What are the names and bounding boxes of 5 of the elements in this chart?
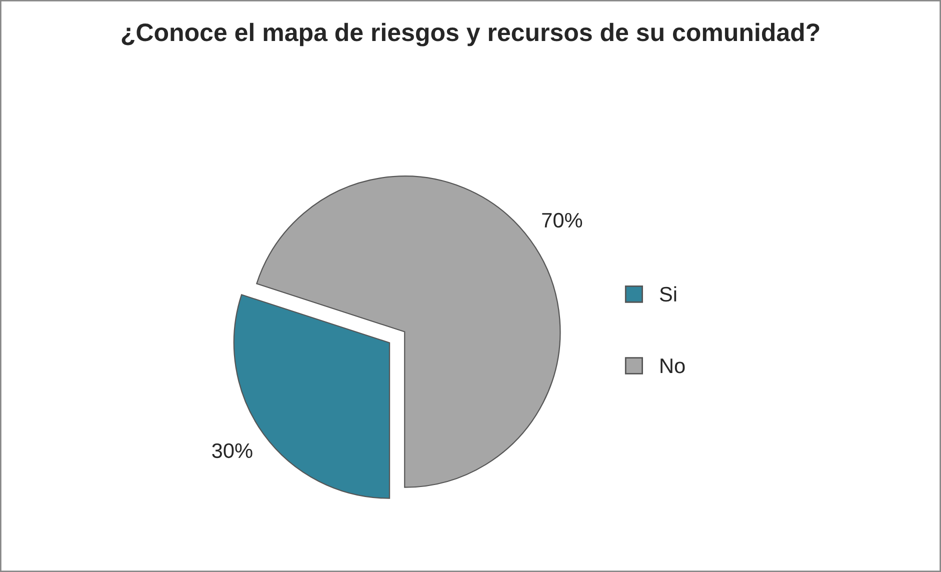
- legend-label: Si: [660, 286, 676, 302]
- chart-title: ¿Conoce el mapa de riesgos y recursos de su comunidad?: [122, 22, 820, 46]
- data-label: 70%: [542, 212, 582, 228]
- legend-label: No: [660, 358, 685, 374]
- data-label: 30%: [212, 443, 252, 458]
